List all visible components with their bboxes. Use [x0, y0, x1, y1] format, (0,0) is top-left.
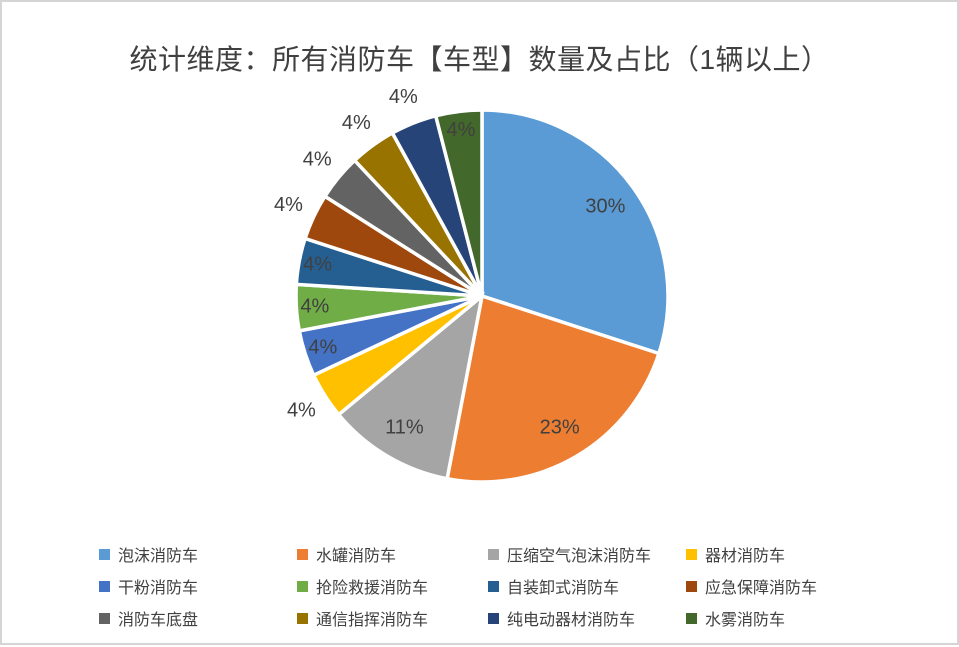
pie-slice: [336, 291, 485, 481]
pie-slice: [480, 108, 670, 356]
pie-slice: [445, 293, 662, 484]
pie-slice-label: 4%: [303, 254, 332, 276]
pie-slice-label: 4%: [274, 194, 303, 216]
pie-slice-label: 4%: [300, 296, 329, 318]
chart-title: 统计维度：所有消防车【车型】数量及占比（1辆以上）: [129, 44, 830, 75]
pie-slice-label: 4%: [342, 112, 371, 134]
pie-slice-label: 4%: [287, 400, 316, 422]
pie-slice-label: 4%: [303, 149, 332, 171]
pie-slice-label: 23%: [540, 416, 580, 438]
pie-slice-label: 4%: [447, 119, 476, 141]
pie-slice-label: 4%: [308, 337, 337, 359]
pie-slice-label: 30%: [585, 195, 625, 217]
pie-slice-label: 11%: [385, 416, 424, 438]
pie-slice: [433, 108, 484, 297]
pie-slice-label: 4%: [389, 86, 418, 108]
